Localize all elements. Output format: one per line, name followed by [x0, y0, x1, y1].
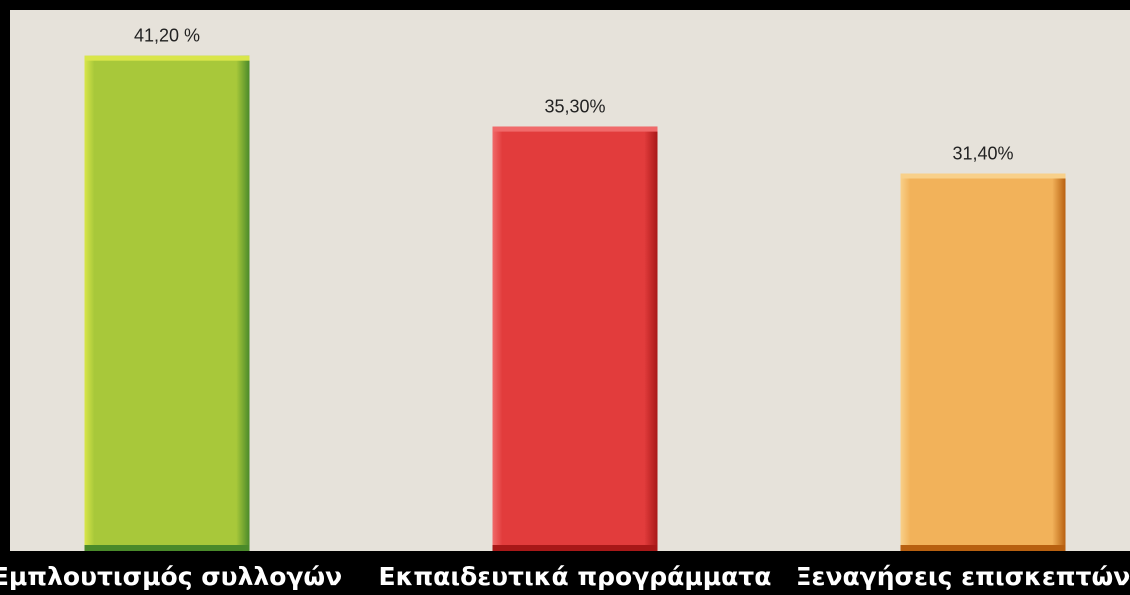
bar-2 — [492, 126, 658, 552]
bars-group — [84, 55, 1066, 552]
bar-3-bottom-shade — [900, 545, 1066, 551]
category-label-2: Εκπαιδευτικά προγράμματα — [379, 562, 772, 591]
category-label-1: Εμπλουτισμός συλλογών — [0, 562, 342, 591]
bar-3-top-highlight — [900, 173, 1066, 179]
value-label-2: 35,30% — [544, 97, 605, 117]
value-labels-group: 41,20 % 35,30% 31,40% — [134, 26, 1014, 164]
bar-1-bottom-shade — [84, 545, 250, 551]
bar-1 — [84, 55, 250, 551]
value-label-3: 31,40% — [952, 144, 1013, 164]
bar-3 — [900, 173, 1066, 551]
category-labels-group: Εμπλουτισμός συλλογών Εκπαιδευτικά προγρά… — [0, 562, 1130, 591]
bar-2-bottom-shade — [492, 545, 658, 551]
bar-2-top-highlight — [492, 126, 658, 132]
value-label-1: 41,20 % — [134, 26, 200, 46]
category-label-3: Ξεναγήσεις επισκεπτών — [796, 562, 1130, 591]
bar-1-top-highlight — [84, 55, 250, 61]
